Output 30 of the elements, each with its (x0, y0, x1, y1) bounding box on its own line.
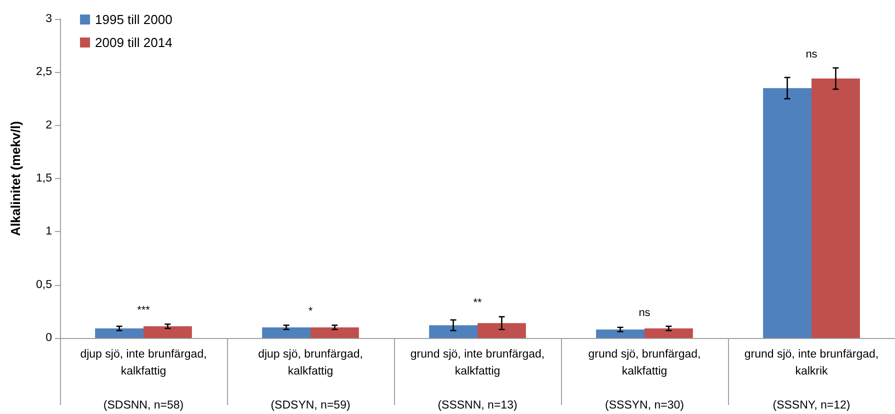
bar (763, 88, 812, 338)
category-label: djup sjö, inte brunfärgad, kalkfattig (SDSNN, n=58) (80, 348, 207, 412)
category-label: grund sjö, inte brunfärgad, kalkfattig (SSSNN, n=13) (410, 348, 545, 412)
bar (478, 323, 526, 338)
y-tick-label: 1 (46, 226, 52, 238)
category-label: grund sjö, inte brunfärgad, kalkrik (SSSNY, n=12) (744, 348, 879, 412)
bar (144, 326, 192, 338)
bar (429, 325, 478, 338)
annotation: ** (473, 297, 482, 310)
category-label: djup sjö, brunfärgad, kalkfattig (SDSYN, n=59) (258, 348, 363, 412)
annotation: ns (806, 48, 818, 60)
y-tick-label: 0,5 (36, 278, 52, 291)
bar (812, 78, 860, 338)
bar (644, 328, 693, 338)
annotation: * (308, 306, 314, 318)
y-tick-label: 2,5 (36, 66, 52, 78)
legend-label: 2009 till 2014 (95, 35, 172, 50)
annotation: *** (137, 304, 151, 317)
y-tick-label: 3 (46, 13, 52, 25)
bar (596, 329, 644, 338)
legend-label: 1995 till 2000 (95, 12, 172, 27)
y-axis-title: Alkalinitet (mekv/l) (8, 121, 23, 236)
bar (262, 327, 310, 338)
category-label: grund sjö, brunfärgad, kalkfattig (SSSYN, n=30) (588, 348, 701, 412)
y-tick-label: 0 (46, 332, 52, 344)
annotation: ns (638, 306, 651, 319)
bar (310, 327, 359, 338)
y-tick-label: 1,5 (36, 172, 52, 184)
y-tick-label: 2 (46, 119, 52, 132)
bar (95, 328, 144, 338)
